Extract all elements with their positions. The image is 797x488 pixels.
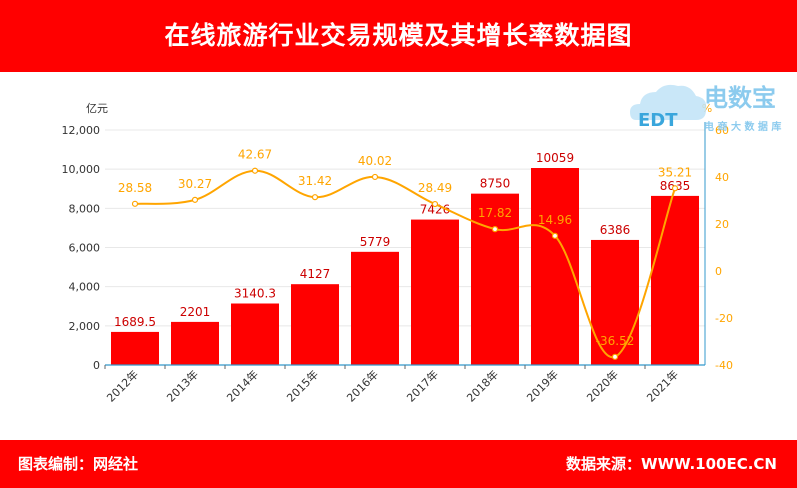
growth-rate-label: 35.21: [658, 165, 692, 179]
bar: [291, 284, 339, 365]
growth-rate-label: 14.96: [538, 213, 572, 227]
growth-rate-point: [671, 185, 679, 192]
bar-value-label: 2201: [180, 305, 211, 319]
bar: [651, 195, 699, 365]
y-right-tick-label: -20: [715, 312, 733, 325]
growth-rate-label: 40.02: [358, 154, 392, 168]
logo: EDT 电数宝 电 商 大 数 据 库: [628, 76, 788, 136]
growth-rate-label: 30.27: [178, 177, 212, 191]
x-tick-label: 2014年: [224, 367, 261, 404]
x-tick-label: 2012年: [104, 367, 141, 404]
bar: [471, 193, 519, 365]
x-tick-label: 2021年: [644, 367, 681, 404]
x-tick-label: 2019年: [524, 367, 561, 404]
x-tick-label: 2015年: [284, 367, 321, 404]
chart-area: 0 2,000 4,000 6,000 8,000 10,000 12,000 亿元 -40 -2…: [62, 102, 733, 405]
y-left-tick-label: 2,000: [69, 320, 101, 333]
x-tick-label: 2016年: [344, 367, 381, 404]
cloud-logo-icon: EDT 电数宝 电 商 大 数 据 库: [630, 84, 781, 133]
growth-rate-point: [611, 353, 619, 360]
growth-rate-point: [431, 200, 439, 208]
footer-source-right: 数据来源：WWW.100EC.CN: [566, 455, 777, 473]
bar: [351, 251, 399, 365]
growth-rate-label: -36.52: [596, 334, 635, 348]
logo-mark: EDT: [638, 110, 678, 131]
y-left-tick-label: 12,000: [62, 124, 101, 137]
growth-rate-point: [131, 200, 139, 207]
y-right-tick-label: 60: [715, 124, 729, 137]
growth-rate-label: 28.49: [418, 181, 452, 195]
growth-rate-point: [251, 167, 259, 174]
y-left-tick-label: 6,000: [69, 242, 101, 255]
logo-sub: 电 商 大 数 据 库: [704, 120, 781, 133]
bar-value-label: 10059: [536, 151, 574, 165]
bar: [171, 321, 219, 365]
x-tick-label: 2018年: [464, 367, 501, 404]
bar-value-label: 4127: [300, 267, 331, 281]
bar-value-label: 5779: [360, 235, 391, 249]
growth-rate-label: 28.58: [118, 181, 152, 195]
y-right-tick-label: -40: [715, 359, 733, 372]
growth-rate-point: [371, 173, 379, 181]
bar-value-label: 3140.3: [234, 287, 276, 301]
y-right-axis-label: %: [702, 102, 712, 115]
y-left-tick-label: 8,000: [69, 202, 101, 215]
y-right-tick-label: 40: [715, 171, 729, 184]
y-left-tick-label: 4,000: [69, 281, 101, 294]
footer-bar: 图表编制：网经社 数据来源：WWW.100EC.CN: [0, 440, 797, 488]
y-right-tick-label: 20: [715, 218, 729, 231]
growth-rate-point: [491, 226, 499, 233]
growth-rate-point: [551, 232, 559, 239]
chart-title: 在线旅游行业交易规模及其增长率数据图: [164, 21, 633, 50]
header-bar: 在线旅游行业交易规模及其增长率数据图: [0, 0, 797, 72]
bar-value-label: 8750: [480, 177, 511, 191]
footer-source-left: 图表编制：网经社: [18, 455, 139, 473]
y-left-tick-label: 10,000: [62, 163, 101, 176]
x-tick-label: 2013年: [164, 367, 201, 404]
growth-rate-point: [191, 196, 199, 203]
bar-value-label: 7426: [420, 203, 451, 217]
growth-rate-point: [311, 194, 319, 201]
x-tick-label: 2017年: [404, 367, 441, 404]
y-left-tick-label: 0: [93, 359, 100, 372]
bar-value-label: 6386: [600, 223, 631, 237]
logo-main: 电数宝: [704, 84, 776, 112]
bar: [231, 303, 279, 365]
x-tick-label: 2020年: [584, 367, 621, 404]
y-right-tick-label: 0: [715, 265, 722, 278]
bar-value-label: 1689.5: [114, 315, 156, 329]
growth-rate-label: 31.42: [298, 174, 332, 188]
growth-rate-label: 17.82: [478, 206, 512, 220]
bar: [411, 219, 459, 365]
bar: [111, 331, 159, 365]
growth-rate-label: 42.67: [238, 148, 272, 162]
y-left-axis-label: 亿元: [86, 102, 108, 115]
